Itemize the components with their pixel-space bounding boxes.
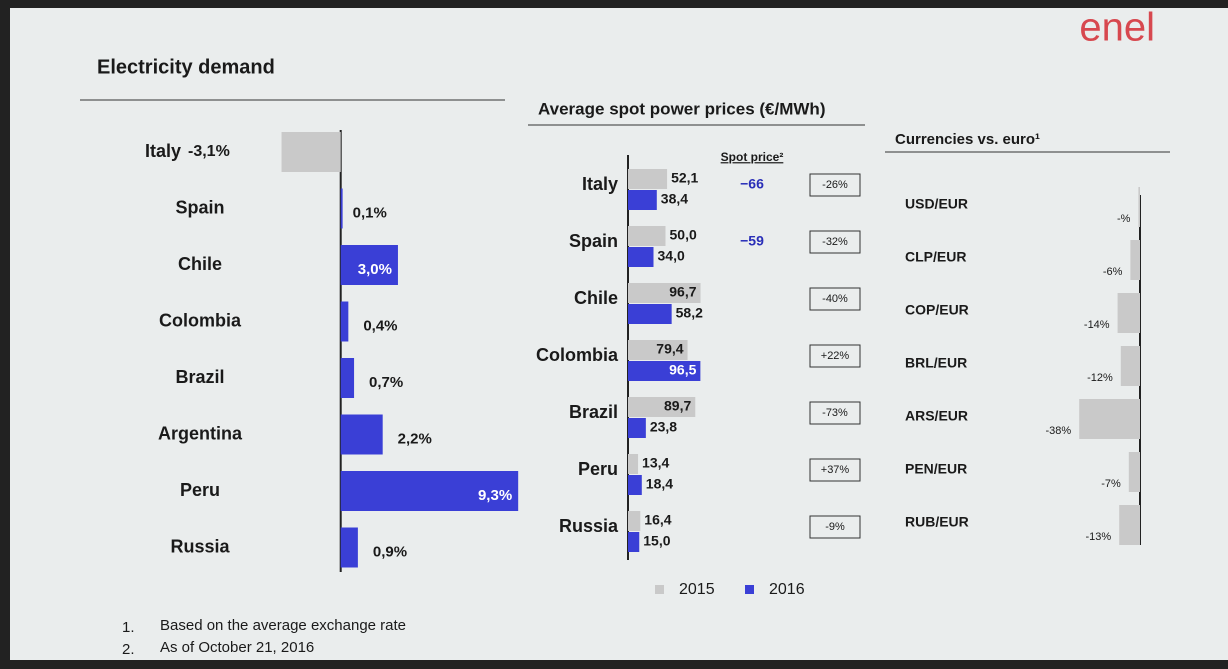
chart-title: Electricity demand <box>97 56 275 78</box>
bar <box>1138 187 1140 227</box>
bar <box>1129 452 1140 492</box>
category-label: Peru <box>578 459 618 479</box>
value-label: 96,5 <box>669 362 696 378</box>
bar <box>628 454 638 474</box>
bar <box>628 511 640 531</box>
value-label: 50,0 <box>670 227 697 243</box>
value-label: 0,1% <box>353 204 387 221</box>
bar <box>628 532 639 552</box>
legend-label: 2016 <box>769 581 805 598</box>
logo: enel <box>1079 6 1155 50</box>
category-label: Chile <box>574 288 618 308</box>
bar <box>1121 346 1140 386</box>
value-label: 13,4 <box>642 455 669 471</box>
bar <box>341 528 358 568</box>
legend-swatch <box>655 585 664 594</box>
value-label: 16,4 <box>644 512 671 528</box>
value-label: 0,7% <box>369 374 403 391</box>
category-label: Peru <box>180 480 220 500</box>
footnote: As of October 21, 2016 <box>160 639 314 656</box>
category-label: Spain <box>569 231 618 251</box>
category-label: Argentina <box>158 423 243 443</box>
value-label: 89,7 <box>664 398 691 414</box>
chart-title: Average spot power prices (€/MWh) <box>538 99 825 118</box>
bar <box>341 302 349 342</box>
page: enel Electricity demand Average spot pow… <box>0 0 1228 669</box>
value-label: 9,3% <box>478 487 512 504</box>
category-label: CLP/EUR <box>905 249 966 265</box>
category-label: Chile <box>178 254 222 274</box>
spot-price: −59 <box>740 233 764 249</box>
bar <box>628 169 667 189</box>
value-label: 18,4 <box>646 476 673 492</box>
category-label: Colombia <box>159 310 242 330</box>
bar <box>282 132 341 172</box>
change-label: -73% <box>822 407 848 419</box>
value-label: 15,0 <box>643 533 670 549</box>
bar <box>628 190 657 210</box>
category-label: Italy <box>145 141 181 161</box>
bar <box>628 418 646 438</box>
chart-title: Currencies vs. euro¹ <box>895 131 1040 148</box>
value-label: 96,7 <box>669 284 696 300</box>
bar <box>1118 293 1140 333</box>
change-label: -26% <box>822 179 848 191</box>
category-label: Spain <box>175 197 224 217</box>
value-label: -38% <box>1046 425 1072 437</box>
value-label: 52,1 <box>671 170 698 186</box>
bar <box>1130 240 1140 280</box>
value-label: -% <box>1117 213 1131 225</box>
footnote: Based on the average exchange rate <box>160 617 406 634</box>
category-label: Colombia <box>536 345 619 365</box>
category-label: Russia <box>559 516 619 536</box>
value-label: 58,2 <box>676 305 703 321</box>
value-label: 79,4 <box>656 341 683 357</box>
bar <box>628 247 654 267</box>
change-label: -9% <box>825 521 845 533</box>
value-label: 3,0% <box>358 261 392 278</box>
category-label: Italy <box>582 174 618 194</box>
spot-price: −66 <box>740 176 764 192</box>
value-label: 2,2% <box>398 430 432 447</box>
category-label: USD/EUR <box>905 196 968 212</box>
bar <box>1079 399 1140 439</box>
bar <box>341 189 343 229</box>
bar <box>628 475 642 495</box>
value-label: -6% <box>1103 266 1123 278</box>
value-label: -13% <box>1086 531 1112 543</box>
value-label: 23,8 <box>650 419 677 435</box>
change-label: -40% <box>822 293 848 305</box>
category-label: RUB/EUR <box>905 514 969 530</box>
slide: enel Electricity demand Average spot pow… <box>0 0 1228 669</box>
category-label: BRL/EUR <box>905 355 967 371</box>
category-label: PEN/EUR <box>905 461 967 477</box>
footnote-number: 2. <box>122 641 135 658</box>
category-label: Brazil <box>175 367 224 387</box>
category-label: Brazil <box>569 402 618 422</box>
legend-swatch <box>745 585 754 594</box>
value-label: -7% <box>1101 478 1121 490</box>
bar <box>628 304 672 324</box>
change-label: -32% <box>822 236 848 248</box>
category-label: Russia <box>170 536 230 556</box>
bar <box>341 415 383 455</box>
value-label: 38,4 <box>661 191 688 207</box>
column-header: Spot price² <box>721 150 784 164</box>
value-label: -3,1% <box>188 143 230 160</box>
category-label: ARS/EUR <box>905 408 968 424</box>
value-label: 34,0 <box>658 248 685 264</box>
footnote-number: 1. <box>122 619 135 636</box>
category-label: COP/EUR <box>905 302 969 318</box>
value-label: -12% <box>1087 372 1113 384</box>
legend-label: 2015 <box>679 581 715 598</box>
value-label: 0,9% <box>373 543 407 560</box>
bar <box>1119 505 1140 545</box>
value-label: -14% <box>1084 319 1110 331</box>
value-label: 0,4% <box>363 317 397 334</box>
bar <box>628 226 666 246</box>
bar <box>341 358 354 398</box>
change-label: +22% <box>821 350 850 362</box>
change-label: +37% <box>821 464 850 476</box>
